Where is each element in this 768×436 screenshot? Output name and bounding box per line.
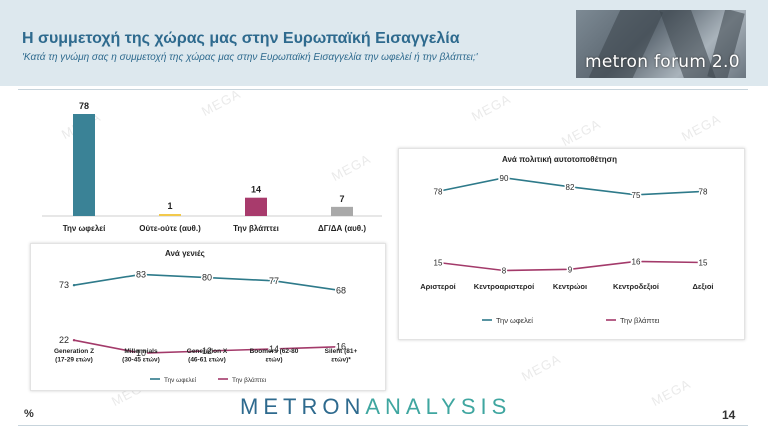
- bar-value-label: 78: [79, 101, 89, 111]
- data-point: [272, 347, 276, 351]
- data-point: [436, 261, 440, 264]
- page-subtitle: 'Κατά τη γνώμη σας η συμμετοχή της χώρας…: [22, 52, 478, 63]
- data-point: [272, 279, 276, 282]
- generations-panel: [30, 243, 386, 391]
- data-label: 16: [632, 257, 641, 266]
- data-point: [436, 190, 440, 193]
- political-line-chart: 78 90 82 75 78 15 8 9 16 15 Αριστεροί Κεντροαριστερ…: [420, 172, 713, 325]
- data-point: [568, 268, 572, 271]
- data-label: 68: [336, 286, 346, 296]
- data-point: [139, 273, 143, 276]
- data-label: 15: [434, 259, 443, 268]
- data-point: [339, 289, 343, 292]
- data-label: 8: [502, 267, 507, 276]
- watermark: MEGA: [468, 90, 514, 125]
- watermark: MEGA: [648, 375, 694, 410]
- x-category-label: ετών)*: [331, 357, 351, 364]
- bar: [159, 214, 181, 216]
- brand-part-2: ANALYSIS: [365, 394, 512, 419]
- page-title: Η συμμετοχή της χώρας μας στην Ευρωπαϊκή…: [22, 30, 460, 47]
- header-divider: [18, 89, 748, 90]
- bar: [331, 206, 353, 216]
- x-category-label: Κεντροδεξιοί: [613, 282, 659, 291]
- x-category-label: Δεξιοί: [692, 282, 713, 291]
- data-label: 73: [59, 280, 69, 290]
- x-category-label: Αριστεροί: [420, 282, 455, 291]
- watermark: MEGA: [558, 115, 604, 150]
- brand-part-1: METRON: [240, 394, 366, 419]
- x-category-label: Generation Z: [54, 348, 94, 355]
- generations-chart-title: Ανά γενιές: [165, 249, 205, 258]
- bar-value-label: 14: [251, 185, 261, 195]
- data-point: [205, 276, 209, 279]
- legend-entry: Την ωφελεί: [164, 376, 197, 384]
- data-label: 82: [566, 183, 575, 192]
- data-point: [339, 345, 343, 348]
- data-label: 90: [500, 174, 509, 183]
- data-point: [139, 352, 143, 355]
- data-point: [701, 261, 705, 264]
- data-point: [634, 260, 638, 263]
- data-label: 77: [269, 276, 279, 286]
- bar-category-label: Ούτε-ούτε (αυθ.): [139, 224, 201, 233]
- overall-bar-chart: 78 Την ωφελεί 1 Ούτε-ούτε (αυθ.) 14 Την βλάπτ…: [42, 101, 382, 233]
- metron-analysis-brand: METRONANALYSIS: [240, 394, 511, 420]
- generations-line-chart: 73 83 80 77 68 22 10 12 14 16 Generation Z (17-29 ε…: [54, 268, 358, 384]
- x-category-label: Silent (81+: [325, 348, 358, 355]
- legend-entry: Την ωφελεί: [496, 316, 533, 325]
- data-point: [502, 176, 506, 179]
- forum-logo-image: [576, 10, 746, 78]
- data-label: 9: [568, 265, 573, 274]
- x-category-label: Generation X: [187, 348, 228, 355]
- data-label: 78: [434, 187, 443, 196]
- bar-category-label: Την βλάπτει: [233, 224, 279, 233]
- data-label: 16: [336, 342, 346, 352]
- page-number: 14: [722, 408, 736, 422]
- data-label: 15: [699, 259, 708, 268]
- percent-label: %: [24, 408, 34, 420]
- data-label: 75: [632, 191, 641, 200]
- x-category-label: (17-29 ετών): [55, 357, 93, 364]
- data-point: [701, 190, 705, 193]
- political-chart-title: Ανά πολιτική αυτοτοποθέτηση: [502, 155, 618, 164]
- data-label: 80: [202, 273, 212, 283]
- data-point: [502, 269, 506, 272]
- data-point: [205, 349, 209, 353]
- data-label: 12: [202, 346, 212, 356]
- data-label: 14: [269, 344, 279, 354]
- bar-category-label: ΔΓ/ΔΑ (αυθ.): [318, 224, 366, 233]
- political-panel: [398, 148, 745, 340]
- x-category-label: ετών): [265, 357, 282, 364]
- data-label: 83: [136, 269, 146, 279]
- x-category-label: Κεντροαριστεροί: [474, 282, 534, 291]
- x-category-label: Κεντρώοι: [553, 282, 587, 291]
- x-category-label: (30-45 ετών): [122, 357, 160, 364]
- data-label: 10: [136, 348, 146, 358]
- x-category-label: Boomers (62-80: [250, 348, 299, 355]
- bar: [245, 197, 267, 216]
- legend-entry: Την βλάπτει: [232, 376, 267, 384]
- x-category-label: Millennials: [124, 348, 158, 355]
- data-point: [634, 193, 638, 196]
- watermark: MEGA: [518, 350, 564, 385]
- footer-divider: [18, 425, 748, 426]
- bar-value-label: 1: [167, 201, 172, 211]
- forum-logo-text: metron forum 2.0: [585, 52, 740, 72]
- bar-value-label: 7: [339, 194, 344, 204]
- data-point: [568, 185, 572, 188]
- bar: [73, 114, 95, 216]
- legend-entry: Την βλάπτει: [620, 316, 660, 325]
- x-category-label: (46-61 ετών): [188, 357, 226, 364]
- watermark: MEGA: [678, 110, 724, 145]
- data-label: 78: [699, 187, 708, 196]
- data-label: 22: [59, 335, 69, 345]
- data-point: [72, 284, 76, 287]
- bar-category-label: Την ωφελεί: [63, 224, 106, 233]
- data-point: [72, 339, 76, 342]
